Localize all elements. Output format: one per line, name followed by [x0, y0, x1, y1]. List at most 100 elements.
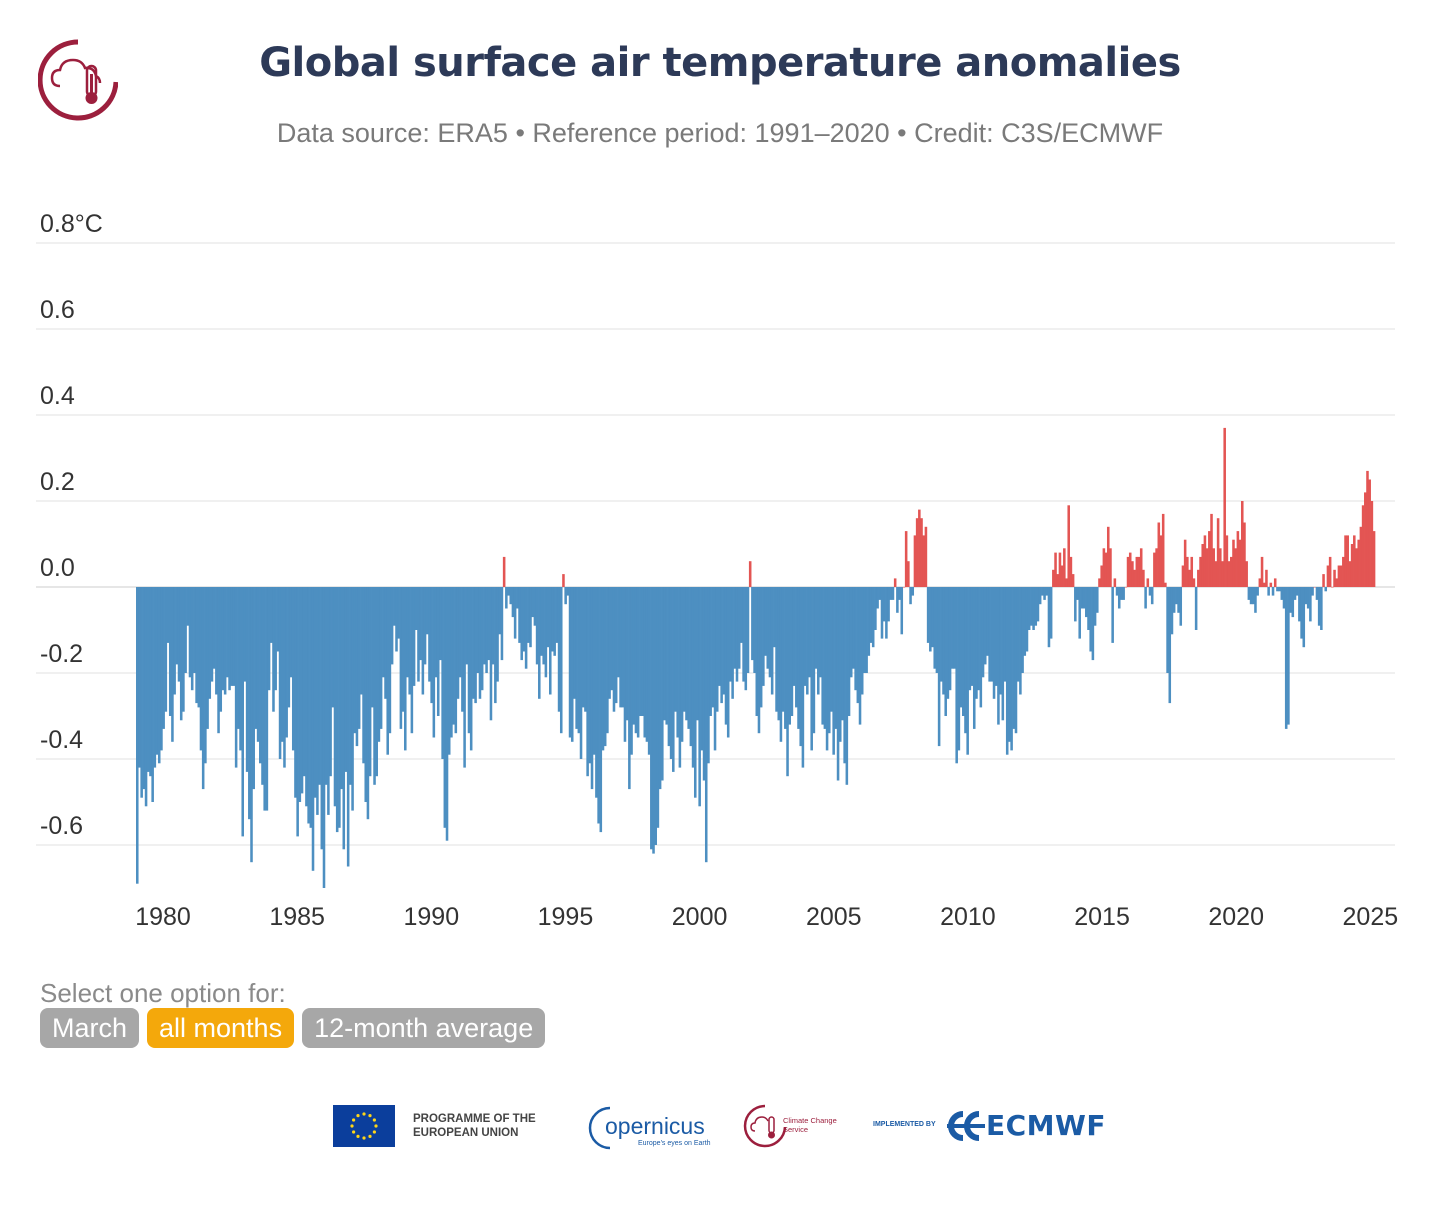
option-all-months-button[interactable]: all months	[147, 1008, 295, 1048]
bar[interactable]	[933, 587, 936, 669]
bar[interactable]	[661, 587, 664, 781]
bar[interactable]	[871, 587, 875, 648]
bar[interactable]	[806, 587, 809, 695]
bar[interactable]	[579, 587, 583, 759]
bar[interactable]	[179, 587, 183, 721]
bar[interactable]	[621, 587, 625, 708]
bar[interactable]	[1003, 587, 1007, 682]
bar[interactable]	[1019, 587, 1022, 695]
bar[interactable]	[918, 509, 921, 587]
bar[interactable]	[382, 587, 385, 678]
bar[interactable]	[157, 587, 161, 764]
bar[interactable]	[270, 587, 273, 643]
bar[interactable]	[775, 587, 778, 712]
bar[interactable]	[232, 587, 236, 686]
bar[interactable]	[1111, 587, 1114, 643]
bar[interactable]	[1144, 587, 1147, 609]
bar[interactable]	[1082, 587, 1086, 609]
bar[interactable]	[562, 574, 565, 587]
bar[interactable]	[1161, 513, 1165, 587]
bar[interactable]	[1258, 578, 1262, 587]
bar[interactable]	[476, 587, 480, 673]
bar[interactable]	[1023, 587, 1027, 656]
bar[interactable]	[896, 587, 899, 613]
bar[interactable]	[592, 587, 596, 755]
bar[interactable]	[1067, 505, 1070, 587]
bar[interactable]	[1339, 565, 1343, 588]
bar[interactable]	[1181, 565, 1185, 588]
bar[interactable]	[1056, 574, 1060, 587]
bar[interactable]	[606, 587, 609, 734]
bar[interactable]	[1146, 578, 1150, 587]
bar[interactable]	[946, 587, 950, 699]
bar[interactable]	[254, 587, 258, 729]
bar[interactable]	[1106, 526, 1110, 587]
bar[interactable]	[423, 587, 427, 665]
bar[interactable]	[788, 587, 791, 725]
bar[interactable]	[1021, 587, 1024, 673]
bar[interactable]	[999, 587, 1002, 695]
bar[interactable]	[630, 587, 633, 755]
bar[interactable]	[335, 587, 339, 833]
bar[interactable]	[1219, 548, 1222, 587]
bar[interactable]	[1361, 505, 1365, 587]
bar[interactable]	[1104, 552, 1108, 587]
bar[interactable]	[1115, 587, 1119, 596]
bar[interactable]	[575, 587, 578, 729]
bar[interactable]	[878, 587, 882, 600]
bar[interactable]	[1324, 587, 1328, 592]
bar[interactable]	[445, 587, 449, 841]
bar[interactable]	[551, 587, 554, 652]
bar[interactable]	[1157, 522, 1161, 588]
bar[interactable]	[808, 587, 811, 678]
bar[interactable]	[248, 587, 251, 820]
bar[interactable]	[1320, 587, 1323, 630]
bar[interactable]	[922, 535, 926, 587]
bar[interactable]	[1102, 548, 1106, 587]
bar[interactable]	[313, 587, 317, 798]
bar[interactable]	[1190, 556, 1194, 587]
bar[interactable]	[614, 587, 618, 704]
bar[interactable]	[966, 587, 969, 755]
bar[interactable]	[1214, 561, 1218, 587]
bar[interactable]	[1183, 539, 1187, 587]
bar[interactable]	[1120, 587, 1123, 600]
bar[interactable]	[1355, 548, 1358, 587]
bar[interactable]	[298, 587, 302, 802]
bar[interactable]	[845, 587, 849, 785]
bar[interactable]	[494, 587, 497, 704]
bar[interactable]	[1170, 587, 1174, 635]
bar[interactable]	[300, 587, 304, 794]
bar[interactable]	[568, 587, 572, 738]
bar[interactable]	[940, 587, 943, 682]
bar[interactable]	[1159, 535, 1163, 587]
bar[interactable]	[1273, 578, 1277, 587]
bar[interactable]	[529, 587, 532, 648]
bar[interactable]	[329, 587, 332, 777]
bar[interactable]	[744, 587, 748, 691]
bar[interactable]	[201, 587, 205, 790]
bar[interactable]	[1036, 587, 1040, 622]
bar[interactable]	[217, 587, 220, 734]
bar[interactable]	[867, 587, 871, 656]
bar[interactable]	[1058, 552, 1062, 587]
bar[interactable]	[1260, 556, 1264, 587]
bar[interactable]	[911, 587, 915, 596]
bar[interactable]	[784, 587, 787, 729]
bar[interactable]	[450, 587, 453, 738]
bar[interactable]	[1298, 587, 1301, 622]
bar[interactable]	[1221, 561, 1224, 587]
bar[interactable]	[617, 587, 620, 678]
bar[interactable]	[1155, 548, 1158, 587]
bar[interactable]	[849, 587, 853, 678]
bar[interactable]	[674, 587, 677, 712]
bar[interactable]	[1276, 587, 1279, 592]
bar[interactable]	[836, 587, 840, 781]
bar[interactable]	[1124, 587, 1128, 588]
bar[interactable]	[1236, 531, 1240, 587]
bar[interactable]	[305, 587, 308, 807]
bar[interactable]	[1278, 587, 1281, 592]
bar[interactable]	[522, 587, 526, 652]
bar[interactable]	[834, 587, 838, 729]
bar[interactable]	[718, 587, 721, 686]
